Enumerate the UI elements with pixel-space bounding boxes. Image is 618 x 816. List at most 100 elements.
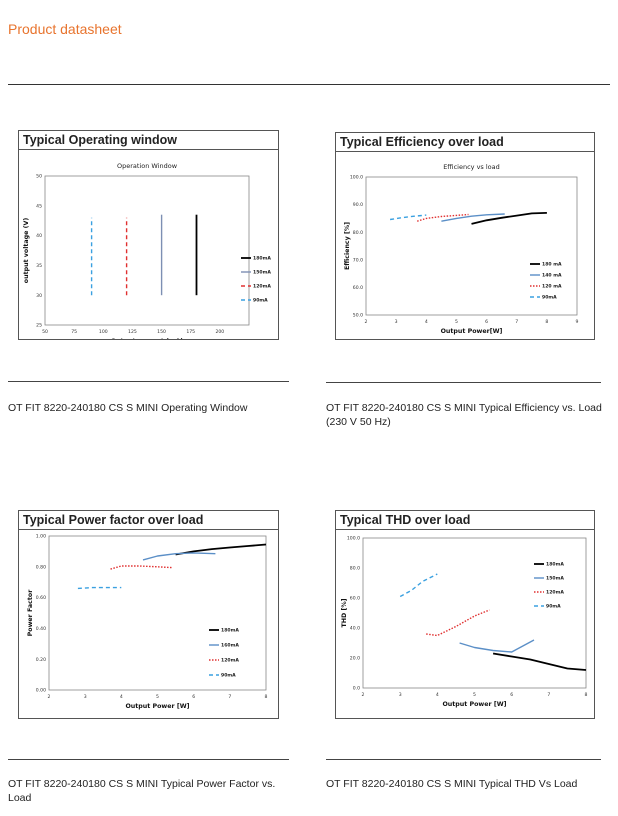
x-tick-label: 6 [192,694,195,700]
legend-label: 90mA [546,604,561,610]
x-tick-label: 2 [48,694,51,700]
x-tick-label: 100 [99,329,108,335]
x-tick-label: 75 [71,329,77,335]
panel-title: Typical Efficiency over load [336,133,594,152]
legend-label: 120 mA [542,284,562,290]
panel-title: Typical Operating window [19,131,278,150]
header-divider [8,84,610,85]
chart-title: Efficiency vs load [443,163,500,171]
legend-label: 90mA [253,298,268,304]
legend-label: 150mA [546,576,564,582]
x-tick-label: 5 [473,692,476,698]
legend-label: 180 mA [542,262,562,268]
plot-area [44,175,250,326]
y-tick-label: 50 [36,174,42,180]
x-tick-label: 8 [585,692,588,698]
y-tick-label: 30 [36,293,42,299]
caption-divider [8,381,289,382]
x-tick-label: 7 [547,692,550,698]
chart-title: Operation Window [117,162,178,170]
legend-label: 140 mA [542,273,562,279]
y-tick-label: 20.0 [350,656,360,662]
x-tick-label: 4 [120,694,123,700]
y-tick-label: 0.80 [36,564,46,570]
x-tick-label: 150 [157,329,166,335]
legend-label: 120mA [546,590,564,596]
legend-label: 150mA [253,270,271,276]
x-tick-label: 6 [510,692,513,698]
y-tick-label: 70.0 [353,257,363,263]
x-tick-label: 4 [425,319,428,325]
legend-label: 180mA [546,562,564,568]
series-line [492,652,587,671]
y-tick-label: 100.0 [347,536,360,542]
legend-label: 90mA [542,295,557,301]
thd-panel: Typical THD over load 2 3 4 5 6 7 8 0.0 20.0 40.0… [335,510,595,719]
series-line [459,639,535,653]
y-tick-label: 45 [36,203,42,209]
series-line [426,609,490,637]
figure-caption: OT FIT 8220-240180 CS S MINI Operating W… [8,402,248,414]
x-tick-label: 2 [362,692,365,698]
legend-label: 180mA [253,256,271,262]
caption-divider [8,759,289,760]
y-axis-label: Power Factor [27,589,34,637]
legend-label: 120mA [253,284,271,290]
legend-label: 120mA [221,658,239,664]
x-tick-label: 3 [84,694,87,700]
x-tick-label: 8 [545,319,548,325]
document-header: Product datasheet [8,21,122,37]
y-tick-label: 60.0 [353,285,363,291]
figure-caption: OT FIT 8220-240180 CS S MINI Typical Pow… [8,778,276,804]
y-axis-label: Efficiency [%] [344,222,351,270]
x-tick-label: 3 [395,319,398,325]
x-tick-label: 6 [485,319,488,325]
x-tick-label: 7 [515,319,518,325]
panel-title: Typical Power factor over load [19,511,278,530]
legend-label: 90mA [221,673,236,679]
y-tick-label: 90.0 [353,202,363,208]
x-tick-label: 50 [42,329,48,335]
y-tick-label: 50.0 [353,313,363,319]
x-axis-label: Output current (mA) [111,338,184,339]
y-tick-label: 0.00 [36,688,46,694]
series-line [110,565,173,570]
x-tick-label: 5 [156,694,159,700]
y-tick-label: 60.0 [350,596,360,602]
x-tick-label: 4 [436,692,439,698]
y-tick-label: 0.20 [36,657,46,663]
panel-title: Typical THD over load [336,511,594,530]
series-line [471,212,547,225]
y-tick-label: 40.0 [350,626,360,632]
figure-caption: OT FIT 8220-240180 CS S MINI Typical THD… [326,778,578,790]
y-axis-label: THD [%] [341,598,348,627]
caption-divider [326,382,601,383]
plot-area [48,535,267,691]
operating-window-panel: Typical Operating window Operation Windo… [18,130,279,340]
legend-label: 180mA [221,628,239,634]
x-tick-label: 3 [399,692,402,698]
y-tick-label: 25 [36,323,42,329]
y-tick-label: 1.00 [36,534,46,540]
x-tick-label: 175 [186,329,195,335]
power-factor-panel: Typical Power factor over load 2 3 4 5 6 7 8 0.… [18,510,279,719]
y-tick-label: 40 [36,233,42,239]
x-tick-label: 9 [576,319,579,325]
series-line [175,543,267,556]
y-axis-label: output voltage (V) [23,218,30,284]
caption-divider [326,759,601,760]
series-line [441,213,505,222]
series-line [416,213,469,222]
series-line [389,214,427,221]
x-axis-label: Output Power[W] [441,328,503,335]
plot-area [362,537,587,689]
efficiency-panel: Typical Efficiency over load Efficiency … [335,132,595,340]
series-line [399,573,438,598]
operating-window-chart: Operation Window 50 75 100 125 150 175 200 25 30 3… [23,162,271,339]
power-factor-chart: 2 3 4 5 6 7 8 0.00 0.20 0.40 0.60 0.80 1.00 Output Po… [27,534,268,710]
x-tick-label: 5 [455,319,458,325]
series-line [77,586,122,590]
y-tick-label: 0.40 [36,626,46,632]
x-tick-label: 125 [128,329,137,335]
